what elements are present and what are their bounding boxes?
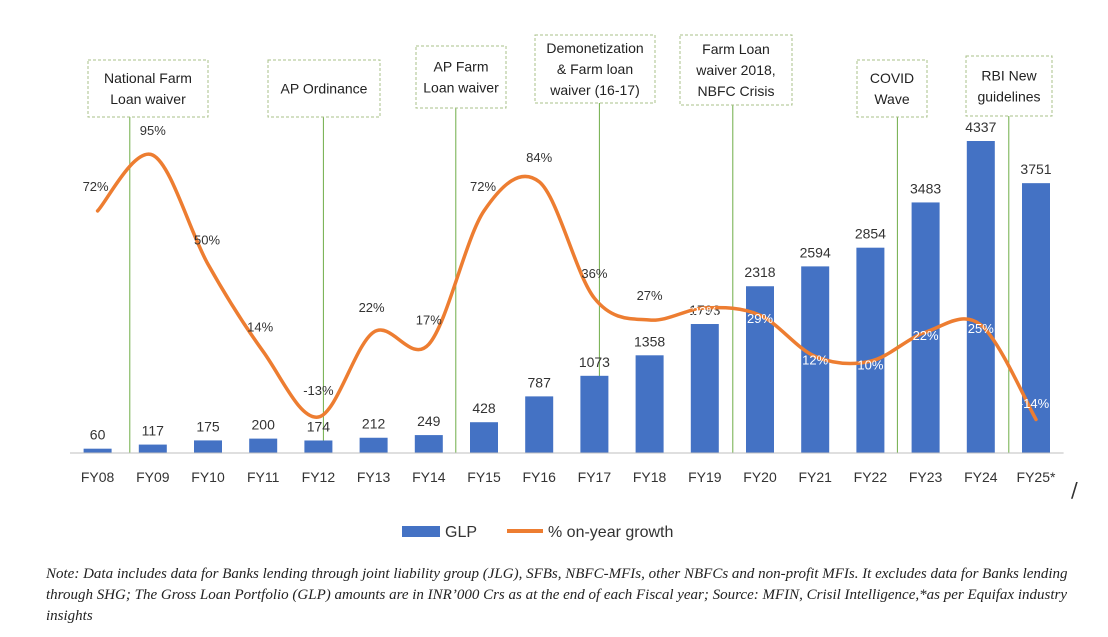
glp-value-label: 117 — [142, 423, 165, 439]
legend-label-glp: GLP — [445, 524, 477, 541]
glp-bar-fy08 — [83, 448, 112, 453]
x-tick-label: FY08 — [81, 469, 115, 485]
x-tick-label: FY09 — [136, 469, 170, 485]
annotation-text: guidelines — [977, 89, 1040, 105]
x-tick-label: FY12 — [302, 469, 336, 485]
annotation-text: Wave — [874, 91, 909, 107]
glp-bar-fy10 — [194, 440, 222, 453]
growth-value-label: 12% — [802, 352, 828, 367]
annotation-text: waiver 2018, — [695, 62, 775, 78]
growth-value-label: 22% — [359, 300, 385, 315]
glp-bar-fy12 — [304, 440, 333, 453]
x-tick-label: FY13 — [357, 469, 391, 485]
x-tick-label: FY15 — [467, 469, 501, 485]
chart-footnote: Note: Data includes data for Banks lendi… — [46, 566, 1068, 624]
growth-value-label: 72% — [83, 179, 109, 194]
annotation-box-fy19 — [679, 34, 793, 106]
glp-value-label: 2594 — [800, 244, 831, 260]
growth-value-label: 72% — [470, 179, 496, 194]
glp-value-label: 787 — [528, 374, 552, 390]
glp-value-label: 212 — [362, 416, 386, 432]
x-tick-label: FY17 — [578, 469, 612, 485]
x-tick-label: FY10 — [191, 469, 225, 485]
glp-value-label: 2318 — [744, 264, 775, 280]
glp-bar-fy24 — [966, 141, 995, 453]
annotation-text: Farm Loan — [702, 41, 770, 57]
glp-bar-fy09 — [138, 444, 167, 453]
annotation-text: NBFC Crisis — [698, 83, 775, 99]
growth-value-label: 14% — [247, 320, 273, 335]
annotation-box-fy14 — [415, 45, 507, 109]
glp-value-label: 60 — [90, 427, 106, 443]
annotation-text: AP Ordinance — [281, 81, 368, 97]
growth-value-label: 25% — [968, 321, 994, 336]
annotation-text: Demonetization — [546, 40, 643, 56]
annotation-box-fy09 — [87, 59, 209, 118]
glp-value-label: 3751 — [1020, 161, 1051, 177]
x-tick-label: FY19 — [688, 469, 722, 485]
x-tick-label: FY22 — [854, 469, 888, 485]
growth-value-label: 36% — [581, 266, 607, 281]
x-tick-label: FY14 — [412, 469, 446, 485]
glp-value-label: 200 — [252, 417, 276, 433]
glp-bar-fy13 — [359, 437, 388, 453]
growth-value-label: 95% — [140, 123, 166, 138]
glp-bar-fy18 — [635, 355, 664, 453]
x-tick-label: FY11 — [247, 469, 280, 485]
annotation-box-fy12 — [267, 59, 381, 118]
growth-value-label: 27% — [637, 288, 663, 303]
growth-value-label: 17% — [416, 312, 442, 327]
annotation-box-fy22 — [856, 59, 928, 118]
glp-bar-fy15 — [470, 422, 498, 453]
annotation-text: waiver (16-17) — [549, 82, 639, 98]
growth-value-label: 29% — [747, 311, 773, 326]
legend-swatch-glp — [402, 526, 440, 537]
glp-bar-fy11 — [249, 438, 278, 453]
growth-value-label: 50% — [194, 232, 220, 247]
glp-growth-chart: National Farm Loan waiver AP Ordinance AP F… — [70, 34, 1064, 541]
glp-value-label: 1358 — [634, 333, 665, 349]
growth-value-label: 84% — [526, 150, 552, 165]
glp-value-label: 249 — [417, 413, 441, 429]
x-tick-label: FY18 — [633, 469, 667, 485]
glp-value-label: 175 — [196, 418, 220, 434]
glp-value-label: 428 — [472, 400, 496, 416]
annotation-text: Loan waiver — [110, 91, 186, 107]
glp-value-label: 3483 — [910, 180, 941, 196]
glp-value-label: 2854 — [855, 226, 886, 242]
growth-value-label: 32% — [692, 304, 718, 319]
glp-bar-fy14 — [414, 435, 443, 453]
x-tick-label: FY21 — [798, 469, 832, 485]
legend-label-growth: % on-year growth — [548, 524, 673, 541]
x-tick-label: FY23 — [909, 469, 943, 485]
annotation-text: COVID — [870, 70, 914, 86]
annotation-box-fy24 — [965, 55, 1053, 117]
x-tick-label: FY16 — [522, 469, 556, 485]
x-tick-label: FY25* — [1017, 469, 1056, 485]
annotation-text: RBI New — [981, 68, 1037, 84]
glp-bar-fy17 — [580, 375, 609, 453]
x-tick-label: FY24 — [964, 469, 998, 485]
growth-value-label: 10% — [857, 357, 883, 372]
x-tick-label: FY20 — [743, 469, 777, 485]
glp-value-label: 1073 — [579, 354, 610, 370]
annotation-text: AP Farm — [434, 59, 489, 75]
glp-bar-fy16 — [525, 396, 554, 453]
glp-value-label: 174 — [307, 418, 331, 434]
growth-value-label: 22% — [913, 328, 939, 343]
glp-value-label: 4337 — [965, 119, 996, 135]
growth-line — [95, 152, 1038, 422]
annotation-text: National Farm — [104, 70, 192, 86]
stray-mark: / — [1071, 478, 1078, 502]
growth-value-label: -14% — [1019, 396, 1050, 411]
glp-bar-fy22 — [856, 247, 885, 453]
annotation-box-fy17 — [534, 34, 656, 104]
glp-bar-fy25 — [1022, 183, 1050, 454]
annotation-text: & Farm loan — [557, 61, 633, 77]
growth-value-label: -13% — [303, 383, 334, 398]
glp-bar-fy19 — [690, 324, 719, 453]
annotation-text: Loan waiver — [423, 80, 499, 96]
